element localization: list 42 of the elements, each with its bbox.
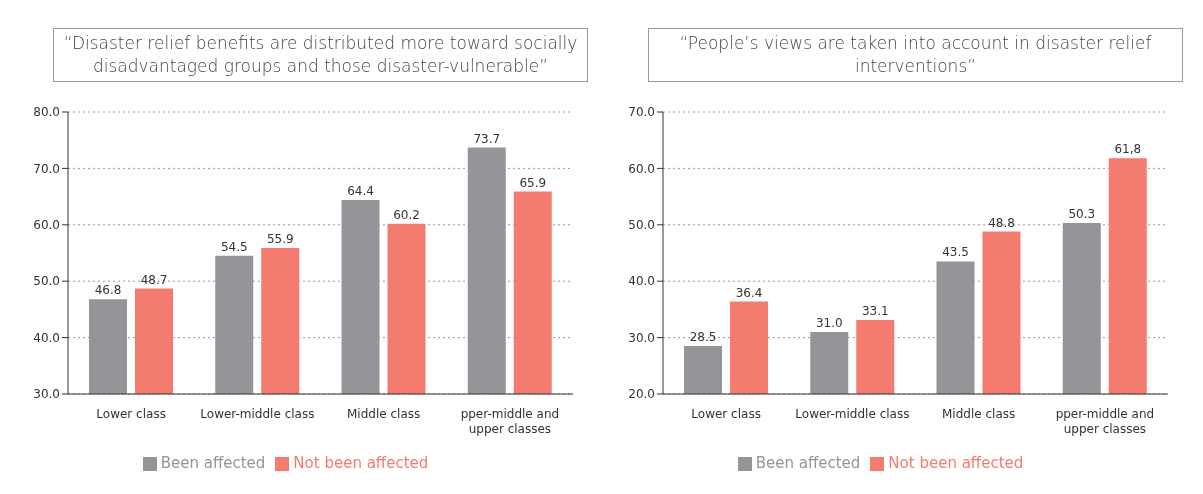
y-tick-label: 30.0 [33,387,60,402]
x-tick-label: Lower-middle class [200,407,315,421]
y-tick-label: 60.0 [33,218,60,233]
legend-label: Been affected [160,454,266,472]
data-label: 65.9 [519,175,547,190]
data-label: 73.7 [473,131,501,146]
data-label: 36.4 [735,285,763,300]
data-label: 54.5 [220,239,248,254]
data-label: 55.9 [266,231,294,246]
y-tick-label: 20.0 [628,387,655,402]
x-tick-label: Lower class [691,407,761,421]
data-label: 28.5 [689,330,717,345]
y-tick-label: 70.0 [628,105,655,120]
x-tick-label: pper-middle and upper classes [1055,407,1155,436]
y-tick-label: 80.0 [33,105,60,120]
legend-label: Not been affected [293,454,429,472]
y-tick-label: 60.0 [628,161,655,176]
data-label: 33.1 [861,304,889,319]
data-label: 60.2 [393,207,420,222]
x-tick-label: pper-middle and upper classes [460,407,560,436]
data-label: 48.7 [140,272,168,287]
data-label: 43.5 [942,245,969,260]
data-label: 31.0 [815,315,843,330]
y-tick-label: 50.0 [628,218,655,233]
y-tick-label: 70.0 [33,161,60,176]
x-tick-label: Lower class [96,407,166,421]
legend-label: Been affected [755,454,861,472]
x-tick-label: Lower-middle class [795,407,910,421]
legend-label: Not been affected [888,454,1024,472]
y-tick-label: 40.0 [628,274,655,289]
data-label: 64.4 [347,183,374,198]
data-label: 48.8 [988,215,1015,230]
chart-title: “People’s views are taken into account in disaster relief interventions” [648,28,1183,82]
y-tick-label: 50.0 [33,274,60,289]
chart-title: “Disaster relief benefits are distributed more toward socially disadvantaged groups and those disaster-vulnerable” [53,28,588,82]
data-label: 50.3 [1068,207,1096,222]
x-tick-label: Middle class [347,407,421,421]
y-tick-label: 40.0 [33,330,60,345]
data-label: 61,8 [1114,142,1142,157]
x-tick-label: Middle class [942,407,1016,421]
y-tick-label: 30.0 [628,330,655,345]
data-label: 46.8 [94,283,122,298]
